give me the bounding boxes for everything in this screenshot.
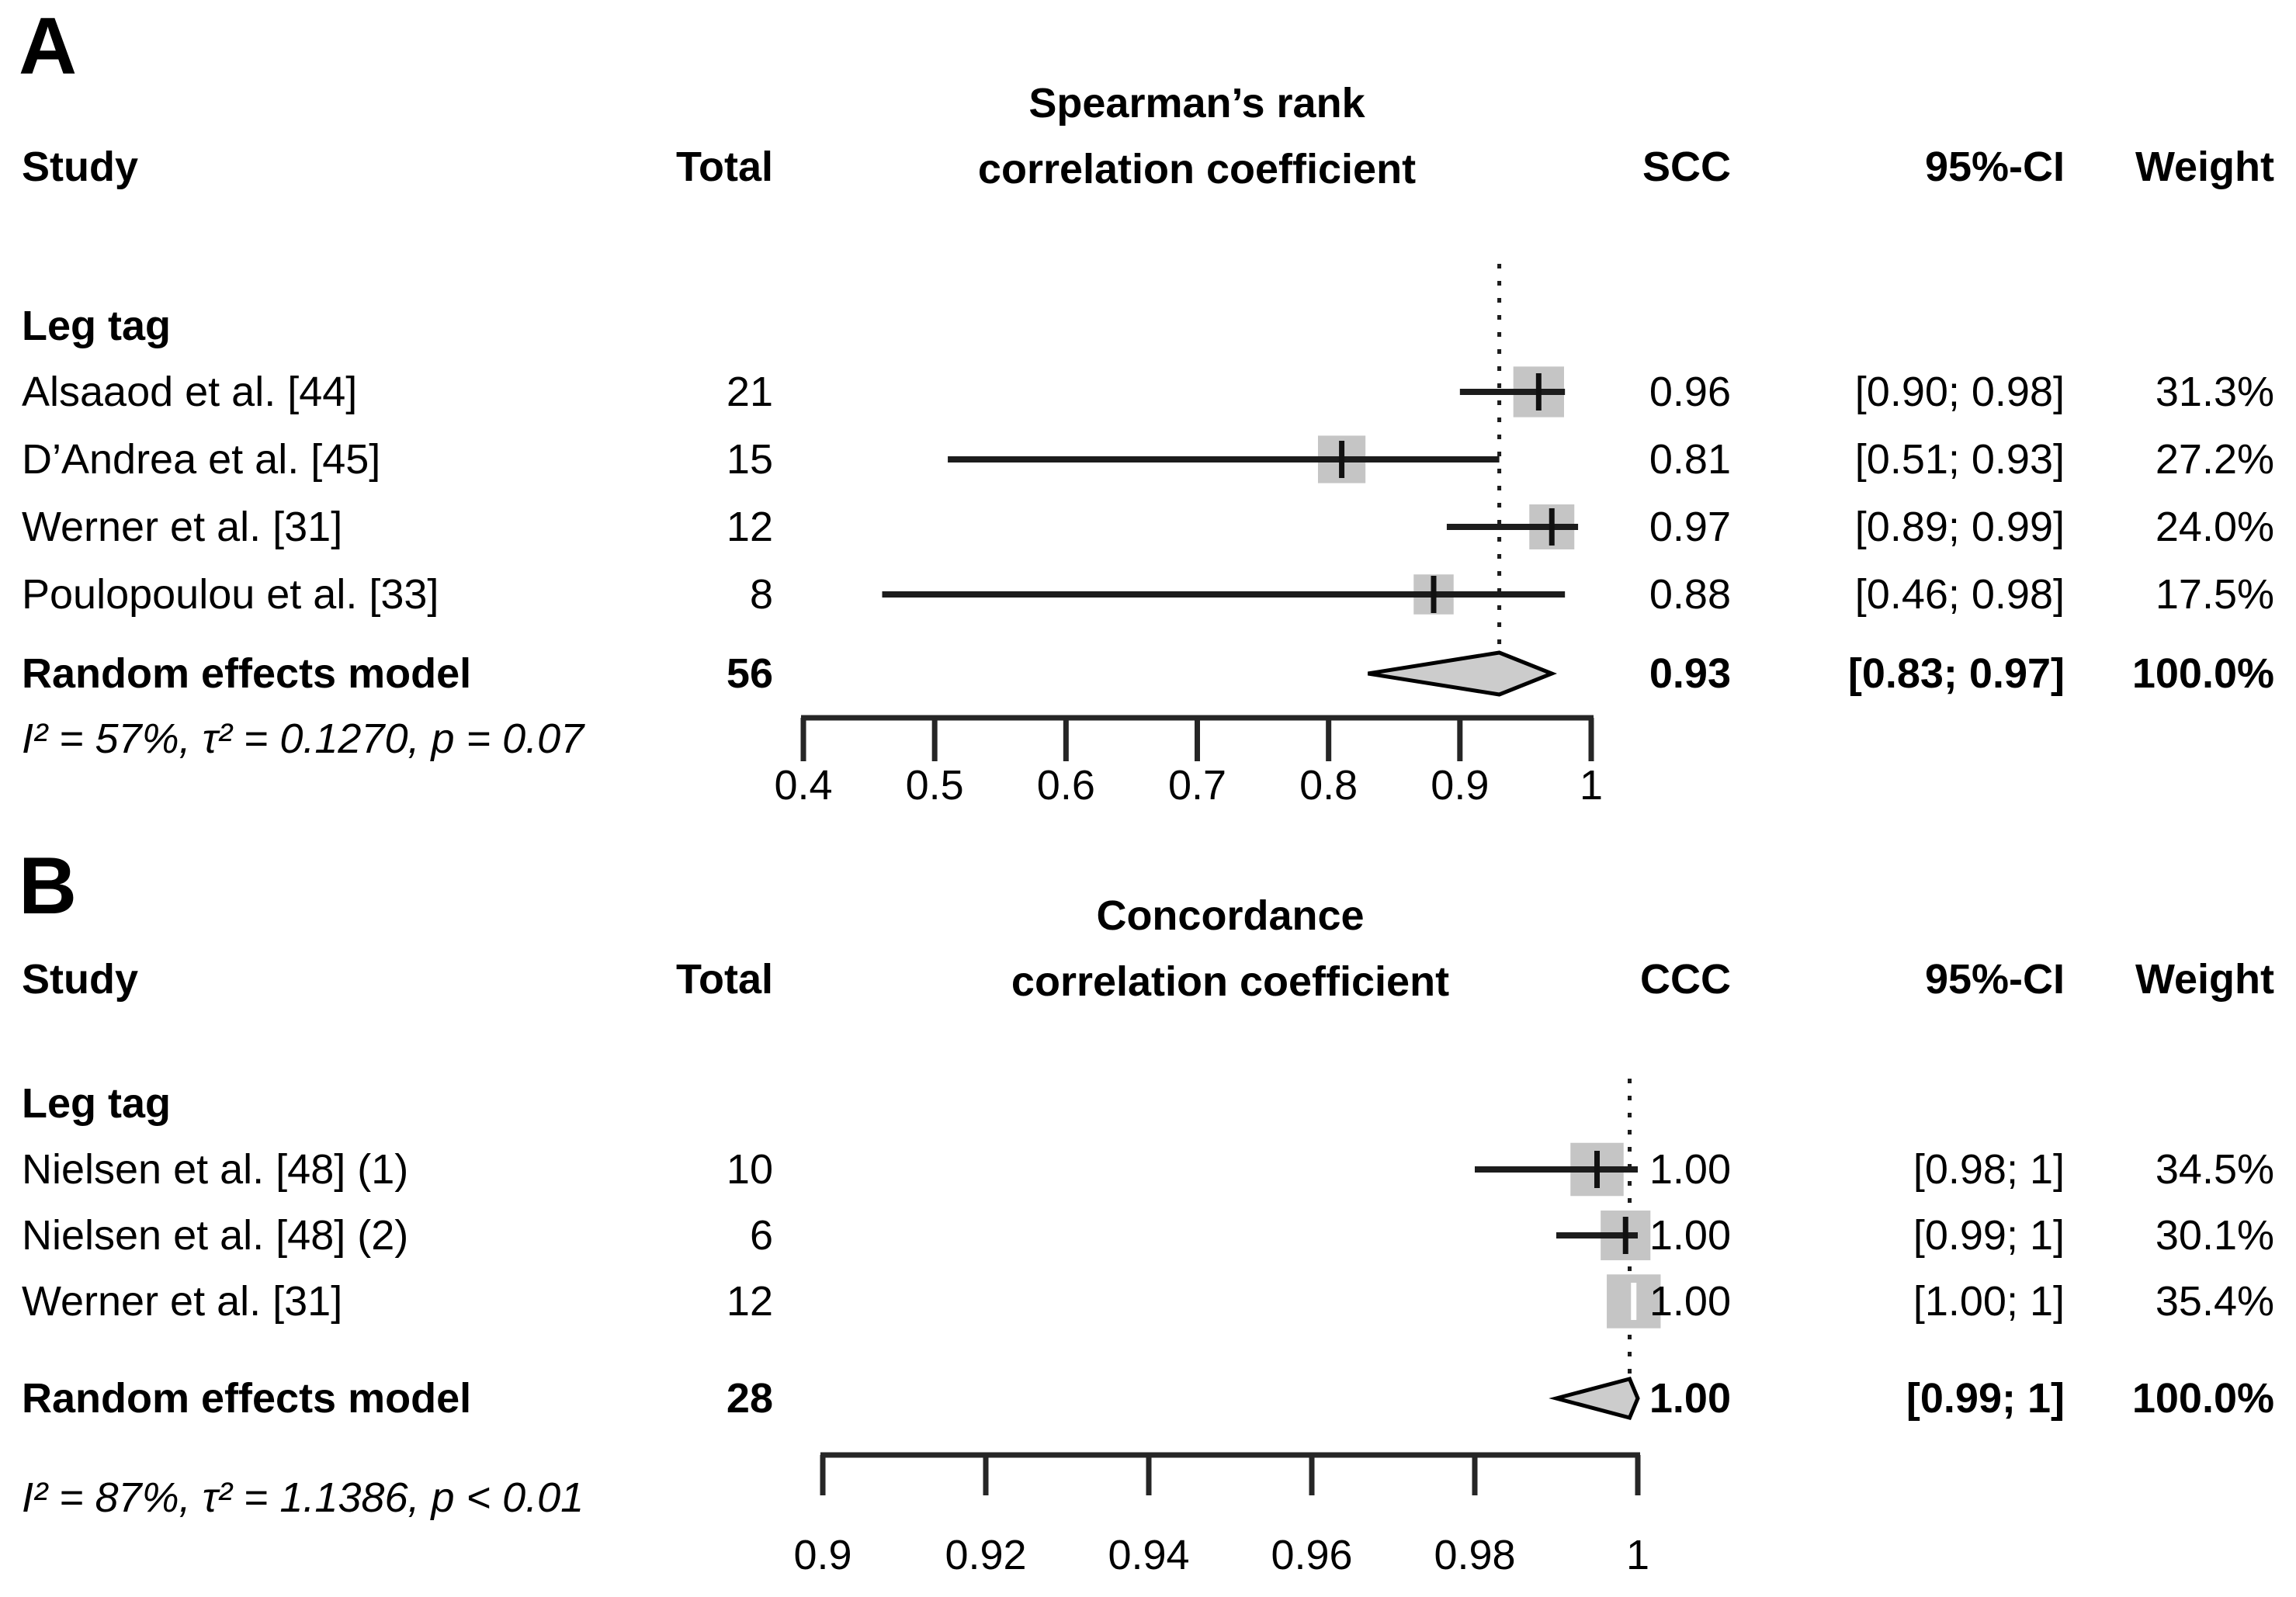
- axis-tick-label: 0.92: [945, 1532, 1026, 1578]
- panel-a-label: A: [19, 2, 78, 92]
- axis-tick-label: 0.4: [774, 762, 832, 809]
- study-ci: [0.98; 1]: [1913, 1146, 2065, 1193]
- study-weight: 34.5%: [2155, 1146, 2274, 1193]
- panel-b-header-total: Total: [676, 956, 773, 1003]
- panel-a-header-total: Total: [676, 144, 773, 190]
- study-ci: [0.46; 0.98]: [1854, 571, 2065, 618]
- study-ci: [1.00; 1]: [1913, 1278, 2065, 1325]
- pooled-effect: 1.00: [1649, 1375, 1731, 1422]
- panel-a-subgroup-label: Leg tag: [22, 303, 172, 349]
- panel-b-subgroup-label: Leg tag: [22, 1080, 172, 1127]
- study-effect: 0.96: [1649, 369, 1731, 415]
- study-effect: 1.00: [1649, 1212, 1731, 1259]
- axis-tick-label: 0.9: [793, 1532, 851, 1578]
- study-name: Alsaaod et al. [44]: [22, 369, 358, 415]
- study-name: D’Andrea et al. [45]: [22, 436, 381, 483]
- study-name: Poulopoulou et al. [33]: [22, 571, 439, 618]
- panel-b-header-effect: CCC: [1640, 956, 1731, 1003]
- study-ci: [0.90; 0.98]: [1854, 369, 2065, 415]
- study-weight: 31.3%: [2155, 369, 2274, 415]
- panel-b-header-study: Study: [22, 956, 139, 1003]
- pooled-ci: [0.83; 0.97]: [1847, 650, 2065, 697]
- axis-tick-label: 0.6: [1037, 762, 1095, 809]
- study-total: 15: [726, 436, 773, 483]
- study-weight: 35.4%: [2155, 1278, 2274, 1325]
- study-effect: 0.81: [1649, 436, 1731, 483]
- panel-b-heterogeneity: I² = 87%, τ² = 1.1386, p < 0.01: [22, 1474, 584, 1521]
- axis-tick-label: 0.5: [906, 762, 964, 809]
- panel-b-header-weight: Weight: [2135, 956, 2274, 1003]
- study-total: 8: [749, 571, 773, 618]
- pooled-row-label: Random effects model: [22, 1375, 472, 1422]
- study-weight: 30.1%: [2155, 1212, 2274, 1259]
- panel-a-title-line1: Spearman’s rank: [1028, 80, 1365, 126]
- pooled-effect: 0.93: [1649, 650, 1731, 697]
- pooled-weight: 100.0%: [2131, 1375, 2274, 1422]
- pooled-diamond: [1368, 650, 1557, 697]
- axis-tick-label: 0.9: [1431, 762, 1489, 809]
- study-total: 10: [726, 1146, 773, 1193]
- study-ci: [0.89; 0.99]: [1854, 504, 2065, 550]
- panel-b-label: B: [19, 841, 78, 931]
- pooled-row-label: Random effects model: [22, 650, 472, 697]
- axis-tick-label: 0.96: [1271, 1532, 1352, 1578]
- study-effect: 1.00: [1649, 1146, 1731, 1193]
- study-ci: [0.99; 1]: [1913, 1212, 2065, 1259]
- study-weight: 27.2%: [2155, 436, 2274, 483]
- axis-tick-label: 1: [1580, 762, 1603, 809]
- axis-tick-label: 1: [1626, 1532, 1649, 1578]
- study-effect: 0.88: [1649, 571, 1731, 618]
- study-name: Nielsen et al. [48] (2): [22, 1212, 409, 1259]
- panel-a-header-ci: 95%-CI: [1924, 144, 2065, 190]
- panel-b-title-line1: Concordance: [1096, 892, 1365, 939]
- study-effect: 1.00: [1649, 1278, 1731, 1325]
- pooled-total: 56: [726, 650, 773, 697]
- study-weight: 24.0%: [2155, 504, 2274, 550]
- pooled-weight: 100.0%: [2131, 650, 2274, 697]
- study-total: 12: [726, 504, 773, 550]
- panel-b-header-ci: 95%-CI: [1924, 956, 2065, 1003]
- study-name: Nielsen et al. [48] (1): [22, 1146, 409, 1193]
- study-name: Werner et al. [31]: [22, 1278, 343, 1325]
- axis-tick-label: 0.94: [1108, 1532, 1189, 1578]
- panel-a-header-weight: Weight: [2135, 144, 2274, 190]
- study-total: 21: [726, 369, 773, 415]
- pooled-total: 28: [726, 1375, 773, 1422]
- panel-a-header-effect: SCC: [1642, 144, 1731, 190]
- study-total: 12: [726, 1278, 773, 1325]
- study-effect: 0.97: [1649, 504, 1731, 550]
- study-name: Werner et al. [31]: [22, 504, 343, 550]
- panel-b-title-line2: correlation coefficient: [1011, 958, 1450, 1005]
- axis-tick-label: 0.98: [1434, 1532, 1515, 1578]
- panel-a-heterogeneity: I² = 57%, τ² = 0.1270, p = 0.07: [22, 715, 584, 762]
- study-ci: [0.51; 0.93]: [1854, 436, 2065, 483]
- axis-tick-label: 0.8: [1299, 762, 1358, 809]
- study-weight: 17.5%: [2155, 571, 2274, 618]
- axis-tick-label: 0.7: [1168, 762, 1226, 809]
- pooled-ci: [0.99; 1]: [1906, 1375, 2065, 1422]
- pooled-diamond: [1549, 1377, 1640, 1420]
- panel-a-title-line2: correlation coefficient: [977, 146, 1417, 192]
- study-total: 6: [749, 1212, 773, 1259]
- panel-a-header-study: Study: [22, 144, 139, 190]
